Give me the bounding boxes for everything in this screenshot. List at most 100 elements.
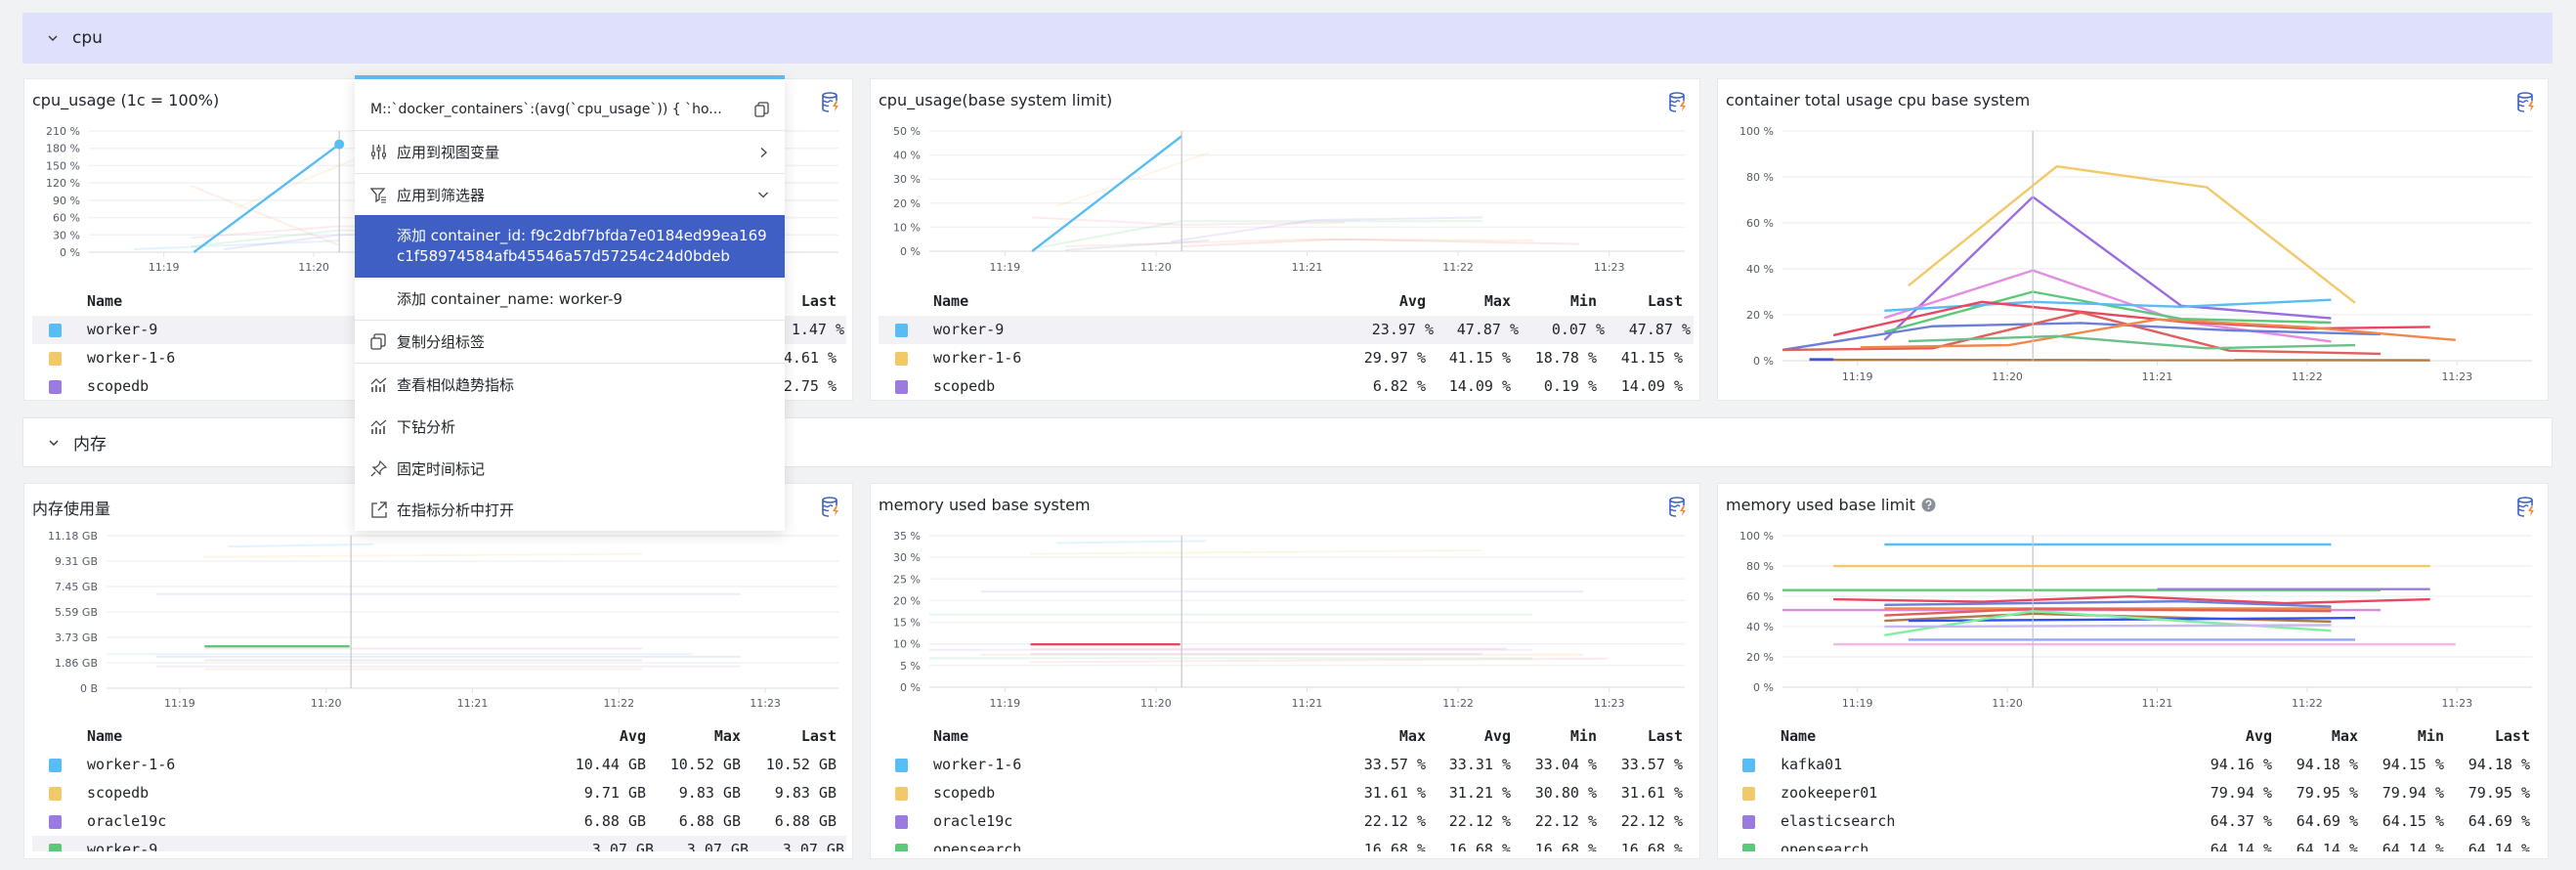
column-header-avg[interactable]: Avg: [1398, 292, 1426, 310]
series-value-avg: 10.44 GB: [575, 756, 646, 773]
column-header-name[interactable]: Name: [933, 727, 969, 745]
series-line-worker-9[interactable]: [1031, 135, 1182, 252]
legend-row[interactable]: oracle19c 6.88 GB 6.88 GB 6.88 GB: [24, 807, 852, 836]
column-header-last[interactable]: Last: [1647, 727, 1683, 745]
column-header-name[interactable]: Name: [87, 292, 123, 310]
column-header-max[interactable]: Max: [713, 727, 741, 745]
line-chart[interactable]: 0 % 20 % 40 % 60 % 80 % 100 % 11:19 11:20 11:21 1…: [1718, 79, 2549, 401]
line-chart[interactable]: 0 % 10 % 20 % 30 % 40 % 50 % 11:19 11:20 11:21 11…: [871, 79, 1700, 401]
menu-item-pin-time-marker[interactable]: 固定时间标记: [355, 448, 785, 489]
legend-row[interactable]: zookeeper01 79.94 % 79.95 % 79.94 % 79.95 %: [1718, 779, 2548, 807]
line-chart[interactable]: 0 B 1.86 GB 3.73 GB 5.59 GB 7.45 GB 9.31 GB 11…: [24, 484, 853, 859]
column-header-max[interactable]: Max: [2331, 727, 2358, 745]
column-header-min[interactable]: Min: [2417, 727, 2444, 745]
chevron-down-icon: [758, 192, 768, 198]
column-header-name[interactable]: Name: [87, 727, 123, 745]
y-tick-label: 5.59 GB: [55, 606, 98, 619]
series-line[interactable]: [1884, 599, 2332, 608]
legend-row[interactable]: worker-1-6 10.44 GB 10.52 GB 10.52 GB: [24, 751, 852, 779]
column-header-avg[interactable]: Avg: [619, 727, 646, 745]
help-icon[interactable]: [1921, 498, 1936, 512]
legend-row[interactable]: scopedb 31.61 % 31.21 % 30.80 % 31.61 %: [871, 779, 1699, 807]
column-header-min[interactable]: Min: [1569, 292, 1597, 310]
series-line[interactable]: [235, 156, 360, 210]
column-header-max[interactable]: Max: [1398, 727, 1426, 745]
legend-row[interactable]: opensearch 64.14 % 64.14 % 64.14 % 64.14 %: [1718, 836, 2548, 851]
legend-row[interactable]: worker-9 3.07 GB 3.07 GB 3.07 GB: [32, 836, 846, 851]
column-header-last[interactable]: Last: [800, 727, 837, 745]
datasource-refresh-icon[interactable]: [1668, 92, 1688, 113]
series-line[interactable]: [1860, 318, 2456, 349]
datasource-refresh-icon[interactable]: [2516, 92, 2536, 113]
series-line-worker-9[interactable]: [193, 143, 340, 253]
divider: [355, 320, 785, 321]
datasource-refresh-icon[interactable]: [821, 497, 840, 518]
hover-point[interactable]: [334, 139, 345, 150]
column-header-last[interactable]: Last: [1647, 292, 1683, 310]
section-header-cpu[interactable]: cpu: [22, 13, 2553, 64]
series-line[interactable]: [133, 239, 340, 251]
series-name: worker-1-6: [87, 756, 176, 773]
series-line[interactable]: [1171, 216, 1482, 243]
series-value-avg: 6.82 %: [1372, 377, 1426, 395]
menu-item-apply-filter[interactable]: 应用到筛选器: [355, 174, 785, 215]
column-header-last[interactable]: Last: [800, 292, 837, 310]
filter-option-container-id[interactable]: 添加 container_id: f9c2dbf7bfda7e0184ed99e…: [355, 215, 785, 278]
copy-icon[interactable]: [754, 102, 769, 117]
column-header-name[interactable]: Name: [933, 292, 969, 310]
column-header-avg[interactable]: Avg: [2245, 727, 2272, 745]
series-line[interactable]: [1065, 238, 1534, 248]
external-link-icon: [371, 501, 387, 518]
series-line[interactable]: [1030, 549, 1482, 555]
series-line[interactable]: [1908, 334, 2356, 350]
legend-row[interactable]: worker-1-6 33.57 % 33.31 % 33.04 % 33.57 %: [871, 751, 1699, 779]
legend-row[interactable]: kafka01 94.16 % 94.18 % 94.15 % 94.18 %: [1718, 751, 2548, 779]
series-line[interactable]: [1030, 657, 1609, 664]
menu-item-open-in-metrics[interactable]: 在指标分析中打开: [355, 489, 785, 531]
legend-row[interactable]: worker-1-6 4.61 %: [24, 344, 852, 372]
series-line[interactable]: [1883, 196, 2332, 341]
menu-item-drill-down[interactable]: 下钻分析: [355, 406, 785, 448]
series-line[interactable]: [202, 552, 643, 558]
legend-row[interactable]: scopedb 2.75 %: [24, 372, 852, 400]
datasource-refresh-icon[interactable]: [2516, 497, 2536, 518]
line-chart[interactable]: 0 % 20 % 40 % 60 % 80 % 100 % 11:19 11:20 11:21 1…: [1718, 484, 2549, 859]
series-line[interactable]: [1833, 594, 2430, 605]
legend-row[interactable]: scopedb 9.71 GB 9.83 GB 9.83 GB: [24, 779, 852, 807]
column-header-name[interactable]: Name: [1781, 727, 1817, 745]
series-line[interactable]: [1908, 164, 2356, 304]
menu-item-copy-group-tags[interactable]: 复制分组标签: [355, 321, 785, 363]
column-header-max[interactable]: Max: [1483, 292, 1511, 310]
series-line[interactable]: [1055, 540, 1206, 544]
series-line[interactable]: [1884, 624, 2332, 629]
legend-row[interactable]: worker-9 23.97 % 47.87 % 0.07 % 47.87 %: [879, 316, 1694, 344]
series-line[interactable]: [190, 185, 340, 246]
legend-row[interactable]: opensearch 16.68 % 16.68 % 16.68 % 16.68 %: [871, 836, 1699, 851]
series-color-swatch: [895, 787, 908, 801]
legend-row[interactable]: worker-1-6 29.97 % 41.15 % 18.78 % 41.15 %: [871, 344, 1699, 372]
series-color-swatch: [895, 324, 908, 337]
column-header-last[interactable]: Last: [2494, 727, 2530, 745]
menu-item-apply-view-variable[interactable]: 应用到视图变量: [355, 131, 785, 173]
series-line[interactable]: [1055, 152, 1210, 207]
x-tick-label: 11:23: [750, 697, 781, 710]
legend-row[interactable]: oracle19c 22.12 % 22.12 % 22.12 % 22.12 %: [871, 807, 1699, 836]
column-header-min[interactable]: Min: [1569, 727, 1597, 745]
column-header-avg[interactable]: Avg: [1483, 727, 1511, 745]
filter-option-container-name[interactable]: 添加 container_name: worker-9: [355, 278, 785, 320]
series-line[interactable]: [228, 543, 373, 548]
menu-item-similar-trend[interactable]: 查看相似趋势指标: [355, 364, 785, 406]
query-copy-row[interactable]: M::`docker_containers`:(avg(`cpu_usage`)…: [355, 89, 785, 130]
legend-row[interactable]: elasticsearch 64.37 % 64.69 % 64.15 % 64.69 …: [1718, 807, 2548, 836]
chart-panel-cpu-usage-base-system-limit: cpu_usage(base system limit) 0 % 10 % 20 % 3…: [870, 78, 1700, 401]
line-chart[interactable]: 0 % 5 % 10 % 15 % 20 % 25 % 30 % 35 % 11:19 11:20…: [871, 484, 1700, 859]
menu-item-label: 添加 container_name: worker-9: [397, 290, 623, 308]
series-line[interactable]: [1181, 238, 1579, 248]
series-line[interactable]: [1782, 322, 2382, 352]
panel-title: memory used base limit: [1726, 496, 1936, 514]
datasource-refresh-icon[interactable]: [1668, 497, 1688, 518]
legend-row[interactable]: scopedb 6.82 % 14.09 % 0.19 % 14.09 %: [871, 372, 1699, 400]
datasource-refresh-icon[interactable]: [821, 92, 840, 113]
series-line[interactable]: [1782, 311, 2382, 356]
series-line[interactable]: [1065, 239, 1210, 251]
